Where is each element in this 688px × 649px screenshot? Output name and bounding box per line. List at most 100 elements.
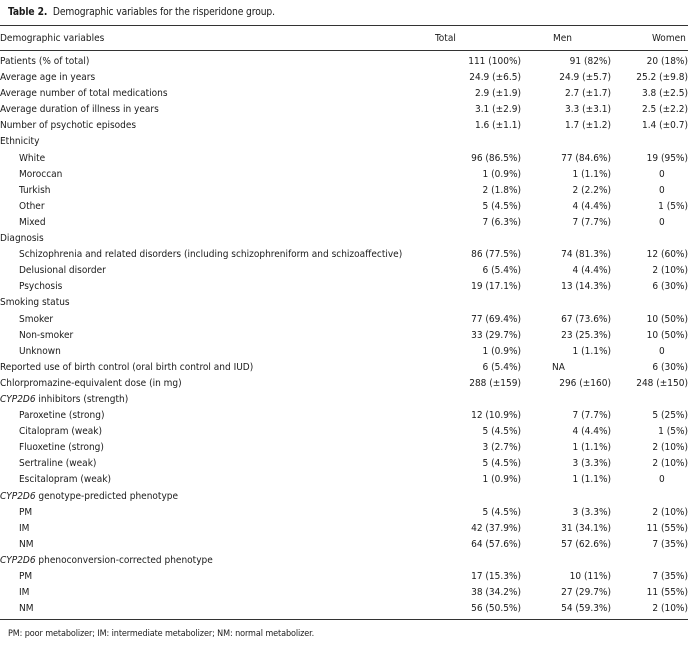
table-row-moroccan: Moroccan 1 (0.9%) 1 (1.1%) 0 [0, 167, 688, 183]
section-label: Diagnosis [0, 233, 44, 245]
gene-name: CYP2D6 [0, 393, 36, 405]
row-label: Paroxetine (strong) [19, 410, 105, 422]
cell-men: 2.7 (±1.7) [564, 88, 611, 100]
cell-men: 91 (82%) [569, 56, 611, 67]
cell-total: 3.1 (±2.9) [474, 104, 521, 116]
table-row-phenotype-pm: PM 17 (15.3%) 10 (11%) 7 (35%) [0, 569, 688, 585]
cell-total: 6 (5.4%) [482, 265, 521, 277]
cell-women: 5 (25%) [652, 410, 688, 422]
section-smoking: Smoking status [0, 295, 688, 311]
row-label: Smoker [19, 313, 54, 325]
cell-women: 2 (10%) [652, 265, 688, 277]
table-row-white: White 96 (86.5%) 77 (84.6%) 19 (95%) [0, 151, 688, 167]
cell-women: 19 (95%) [646, 152, 688, 164]
cell-total: 288 (±159) [469, 377, 521, 389]
cell-men: 24.9 (±5.7) [559, 72, 611, 84]
cell-women: 248 (±150) [636, 377, 688, 389]
table-row-birth-control: Reported use of birth control (oral birt… [0, 360, 688, 376]
row-label: Patients (% of total) [0, 56, 90, 67]
table-footnote: PM: poor metabolizer; IM: intermediate m… [8, 629, 315, 639]
table-row-average-duration: Average duration of illness in years 3.1… [0, 102, 688, 118]
table-row-psychosis: Psychosis 19 (17.1%) 13 (14.3%) 6 (30%) [0, 279, 688, 295]
table-caption-label: Table 2. [8, 7, 48, 18]
row-label: Delusional disorder [19, 265, 106, 277]
cell-women: 0 [659, 184, 665, 196]
table-row-unknown: Unknown 1 (0.9%) 1 (1.1%) 0 [0, 344, 688, 360]
section-cyp2d6-genotype: CYP2D6 genotype-predicted phenotype [0, 489, 688, 505]
row-label: Fluoxetine (strong) [19, 442, 104, 454]
cell-women: 20 (18%) [646, 56, 688, 67]
cell-women: 3.8 (±2.5) [641, 88, 688, 100]
cell-total: 2.9 (±1.9) [474, 88, 521, 100]
cell-men: 13 (14.3%) [561, 281, 611, 293]
table-row-phenotype-nm: NM 56 (50.5%) 54 (59.3%) 2 (10%) [0, 601, 688, 617]
cell-women: 2 (10%) [652, 506, 688, 518]
cell-men: 77 (84.6%) [561, 152, 611, 164]
cell-women: 1 (5%) [658, 200, 688, 212]
header-variables: Demographic variables [0, 33, 105, 44]
table-row-chlorpromazine: Chlorpromazine-equivalent dose (in mg) 2… [0, 376, 688, 392]
cell-total: 5 (4.5%) [482, 458, 521, 470]
table-row-mixed: Mixed 7 (6.3%) 7 (7.7%) 0 [0, 215, 688, 231]
row-label: Sertraline (weak) [19, 458, 97, 470]
cell-men: 10 (11%) [569, 571, 611, 582]
cell-men: NA [552, 361, 565, 373]
section-cyp2d6-phenoconversion: CYP2D6 phenoconversion-corrected phenoty… [0, 553, 688, 569]
demographics-table: Demographic variables Total Men Women Pa… [0, 29, 688, 617]
cell-total: 5 (4.5%) [482, 426, 521, 438]
cell-men: 67 (73.6%) [561, 313, 611, 325]
cell-men: 7 (7.7%) [572, 216, 611, 228]
row-label: Mixed [19, 216, 46, 228]
cell-total: 5 (4.5%) [482, 200, 521, 212]
row-label: NM [19, 538, 34, 550]
row-label: Moroccan [19, 168, 63, 180]
cell-men: 23 (25.3%) [561, 329, 611, 341]
gene-name: CYP2D6 [0, 554, 36, 566]
cell-men: 3 (3.3%) [572, 458, 611, 470]
section-label: Smoking status [0, 297, 70, 309]
row-label: Schizophrenia and related disorders (inc… [19, 249, 403, 261]
table-row-phenotype-im: IM 38 (34.2%) 27 (29.7%) 11 (55%) [0, 585, 688, 601]
cell-women: 6 (30%) [652, 361, 688, 373]
cell-total: 1 (0.9%) [482, 168, 521, 180]
header-total: Total [435, 33, 456, 44]
cell-total: 12 (10.9%) [471, 410, 521, 422]
row-label: Reported use of birth control (oral birt… [0, 361, 254, 373]
table-row-psychotic-episodes: Number of psychotic episodes 1.6 (±1.1) … [0, 118, 688, 134]
cell-women: 10 (50%) [646, 313, 688, 325]
table-row-average-age: Average age in years 24.9 (±6.5) 24.9 (±… [0, 70, 688, 86]
table-row-other: Other 5 (4.5%) 4 (4.4%) 1 (5%) [0, 199, 688, 215]
table-row-paroxetine: Paroxetine (strong) 12 (10.9%) 7 (7.7%) … [0, 408, 688, 424]
cell-women: 0 [659, 168, 665, 180]
cell-men: 3 (3.3%) [572, 506, 611, 518]
cell-total: 24.9 (±6.5) [469, 72, 521, 84]
cell-women: 0 [659, 345, 665, 357]
cell-total: 77 (69.4%) [471, 313, 521, 325]
row-label: IM [19, 522, 30, 534]
row-label: IM [19, 587, 30, 599]
row-label: Psychosis [19, 281, 63, 293]
cell-total: 38 (34.2%) [471, 587, 521, 599]
cell-men: 4 (4.4%) [572, 265, 611, 277]
gene-name: CYP2D6 [0, 490, 36, 502]
cell-total: 111 (100%) [468, 56, 521, 67]
cell-total: 1.6 (±1.1) [474, 120, 521, 132]
cell-women: 2.5 (±2.2) [641, 104, 688, 116]
cell-men: 1 (1.1%) [572, 474, 611, 486]
bottom-rule [0, 619, 688, 620]
cell-men: 296 (±160) [559, 377, 611, 389]
table-row-delusional: Delusional disorder 6 (5.4%) 4 (4.4%) 2 … [0, 263, 688, 279]
row-label: PM [19, 571, 33, 582]
cell-women: 2 (10%) [652, 458, 688, 470]
cell-women: 11 (55%) [646, 522, 688, 534]
section-label-text: genotype-predicted phenotype [35, 490, 179, 502]
table-row-non-smoker: Non-smoker 33 (29.7%) 23 (25.3%) 10 (50%… [0, 328, 688, 344]
table-row-sertraline: Sertraline (weak) 5 (4.5%) 3 (3.3%) 2 (1… [0, 456, 688, 472]
table-row-genotype-nm: NM 64 (57.6%) 57 (62.6%) 7 (35%) [0, 537, 688, 553]
table-row-fluoxetine: Fluoxetine (strong) 3 (2.7%) 1 (1.1%) 2 … [0, 440, 688, 456]
row-label: Turkish [19, 184, 51, 196]
row-label: White [19, 152, 46, 164]
cell-men: 7 (7.7%) [572, 410, 611, 422]
row-label: Average duration of illness in years [0, 104, 159, 116]
table-row-citalopram: Citalopram (weak) 5 (4.5%) 4 (4.4%) 1 (5… [0, 424, 688, 440]
